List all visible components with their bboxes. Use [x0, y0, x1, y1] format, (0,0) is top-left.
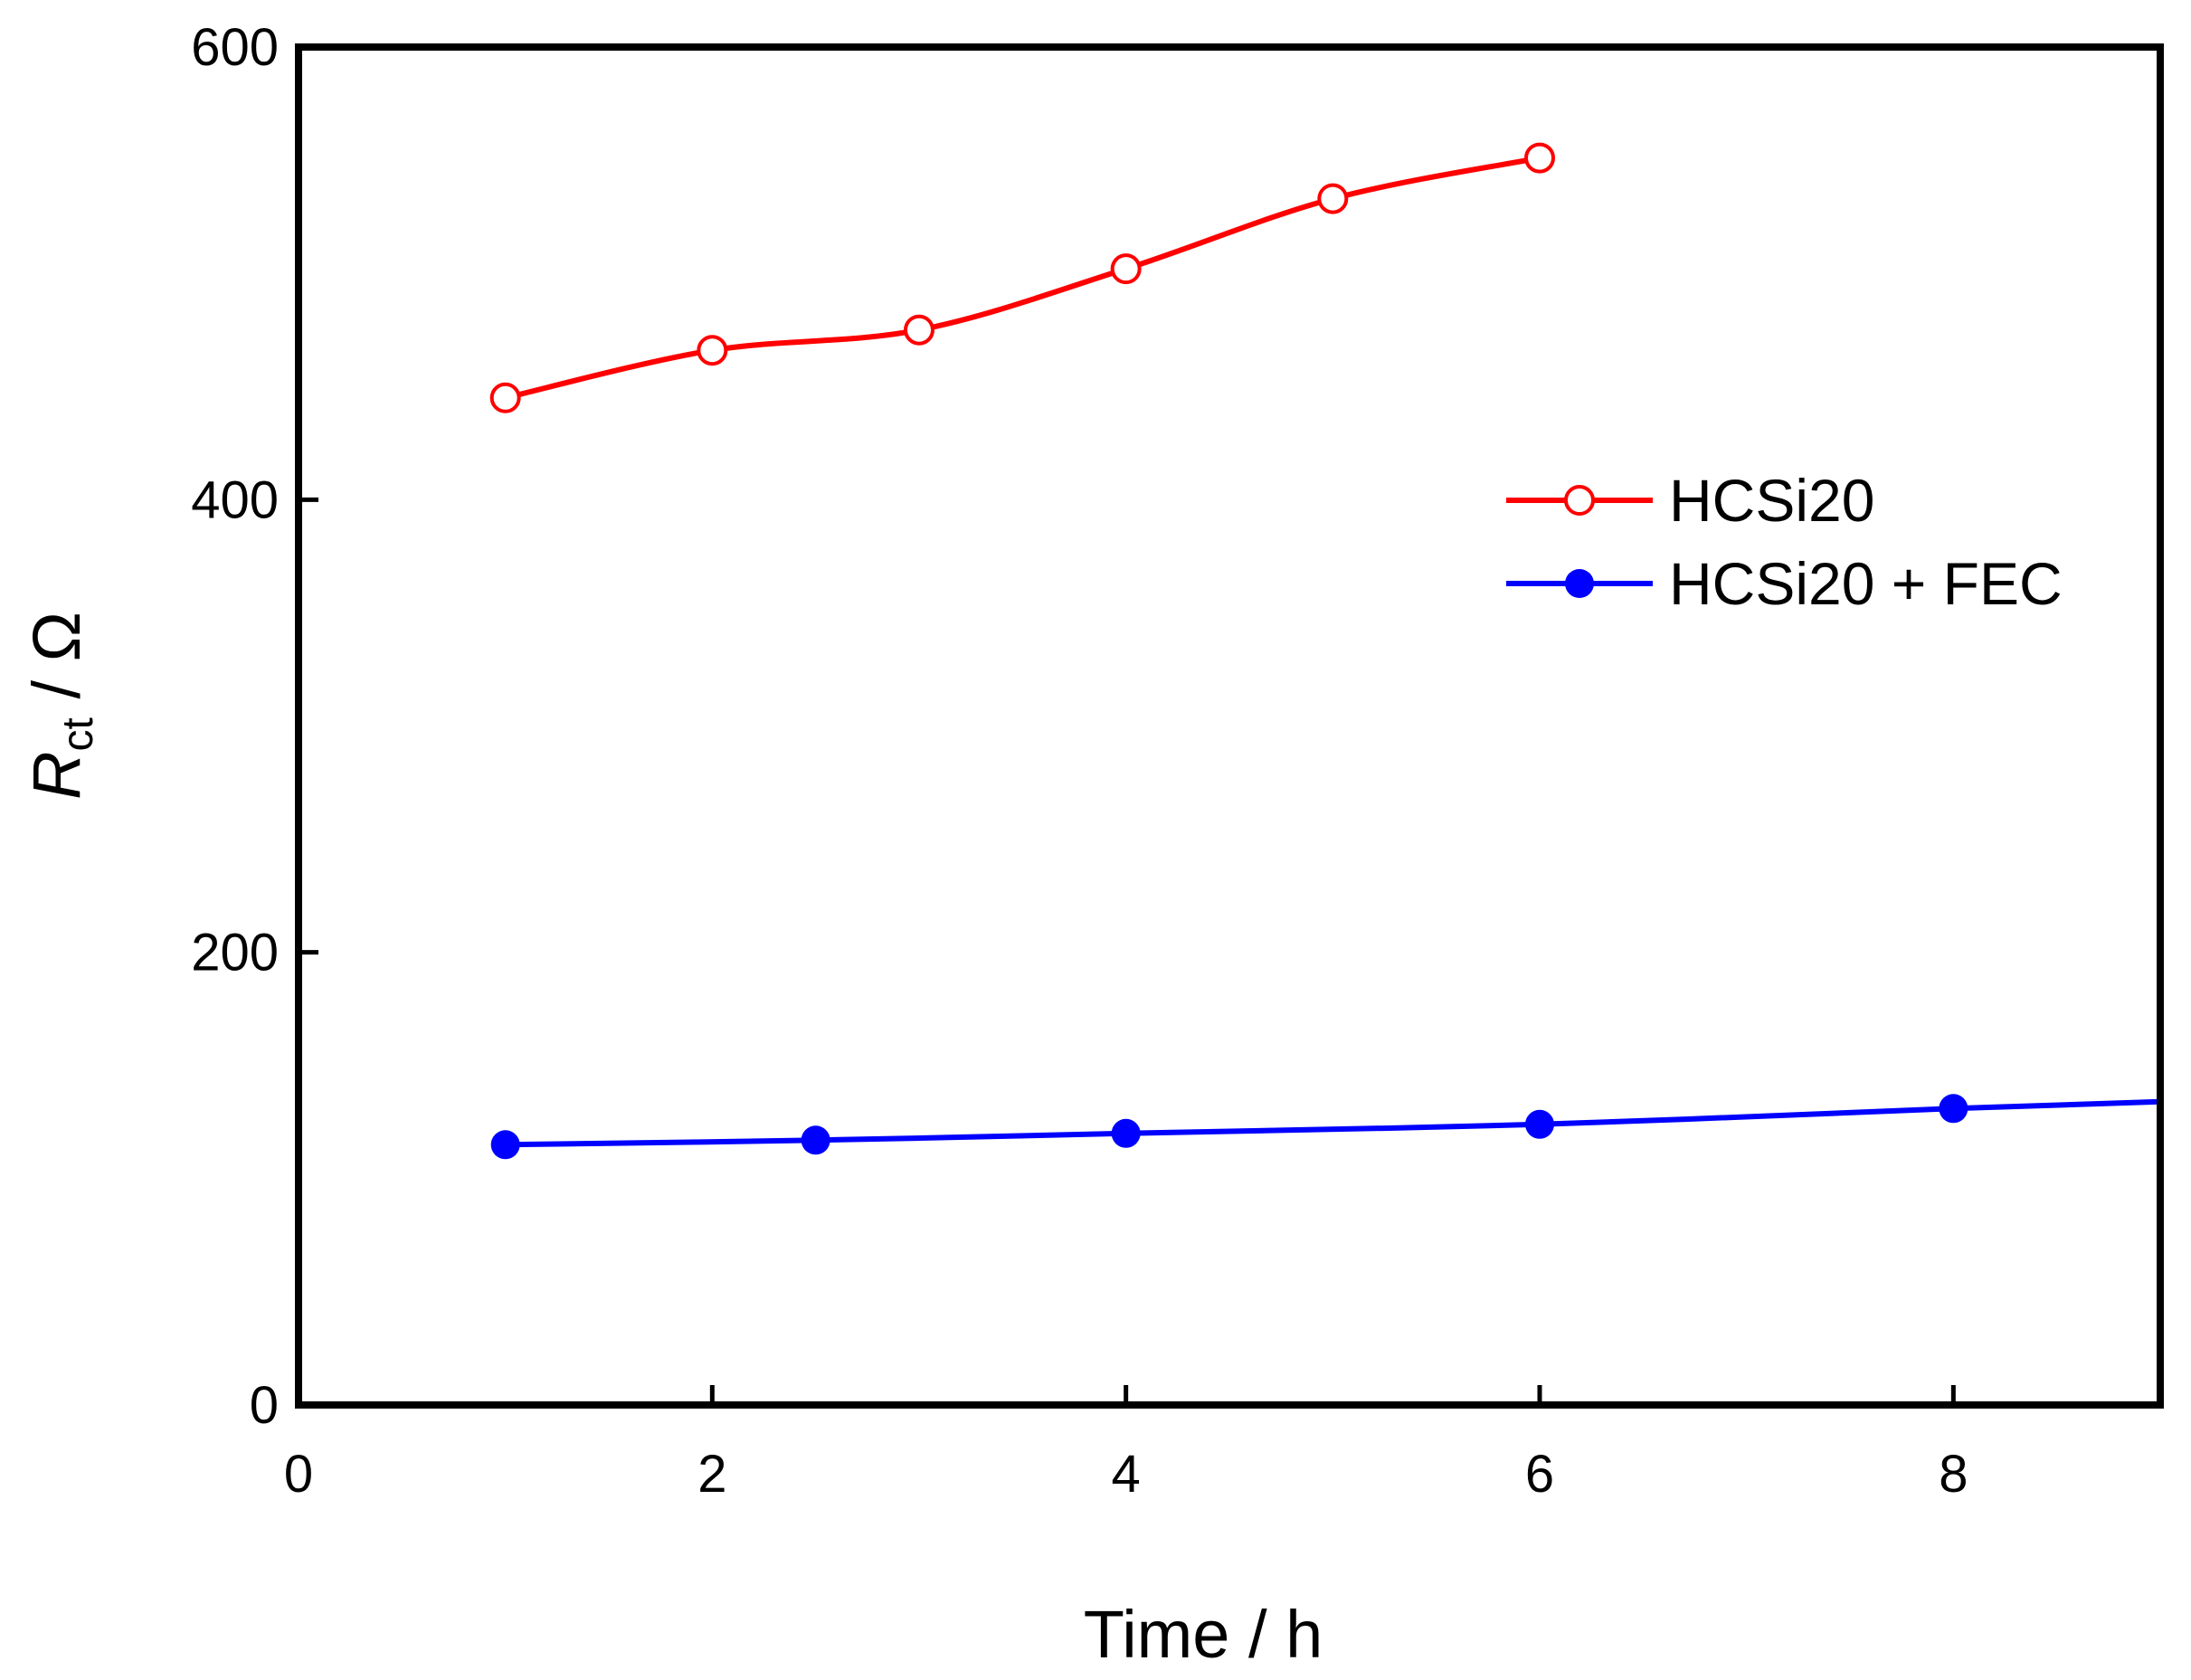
series-line-1: [505, 1098, 2161, 1148]
y-axis-unit: / Ω: [19, 612, 94, 717]
data-point-0: [1524, 142, 1555, 174]
x-tick-label: 4: [1112, 1445, 1141, 1504]
y-tick-label: 200: [191, 924, 279, 982]
data-point-0: [697, 335, 728, 366]
legend-label-hcsi20-fec: HCSi20 + FEC: [1669, 550, 2063, 617]
data-point-1: [1111, 1118, 1141, 1148]
legend-label-hcsi20: HCSi20: [1669, 467, 1874, 534]
plot-frame: [295, 43, 2164, 1409]
y-tick-label: 400: [191, 470, 279, 529]
x-tick-label: 2: [697, 1445, 726, 1504]
data-point-1: [1525, 1109, 1554, 1139]
x-axis-title: Time / h: [1084, 1597, 1323, 1672]
y-tick-label: 600: [191, 18, 279, 77]
y-axis-subscript: ct: [54, 717, 102, 751]
y-axis-title: Rct / Ω: [19, 612, 102, 800]
data-point-0: [1110, 253, 1142, 285]
legend-marker-hcsi20: [1564, 485, 1595, 516]
data-point-1: [490, 1130, 520, 1160]
tick-layer: 0 2 4 6 8 0 200 400 600: [191, 18, 1968, 1504]
data-point-1: [801, 1125, 830, 1155]
data-point-0: [904, 314, 934, 346]
x-tick-label: 6: [1525, 1445, 1554, 1504]
series-layer: [489, 142, 2161, 1160]
data-point-0: [1317, 183, 1349, 214]
data-point-1: [1939, 1094, 1968, 1124]
legend: HCSi20 HCSi20 + FEC: [1506, 467, 2063, 617]
series-line-0: [504, 155, 1541, 401]
legend-marker-hcsi20-fec: [1565, 569, 1594, 598]
x-tick-label: 0: [284, 1445, 313, 1504]
y-tick-label: 0: [250, 1376, 279, 1435]
x-tick-label: 8: [1939, 1445, 1968, 1504]
y-axis-symbol: R: [19, 751, 94, 799]
data-point-0: [489, 382, 521, 413]
